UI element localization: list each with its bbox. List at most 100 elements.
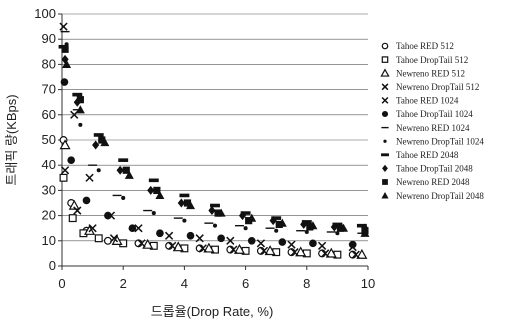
data-point bbox=[122, 166, 130, 174]
marker-stroke bbox=[73, 206, 82, 215]
legend-marker bbox=[381, 153, 389, 157]
data-point bbox=[94, 234, 103, 243]
marker-stroke bbox=[195, 234, 204, 243]
data-point bbox=[321, 249, 330, 258]
legend-label: Newreno DropTail 2048 bbox=[396, 191, 484, 201]
data-point bbox=[92, 140, 100, 150]
data-point bbox=[335, 231, 340, 236]
data-point bbox=[182, 218, 187, 223]
data-point bbox=[151, 211, 156, 216]
marker-stroke bbox=[381, 83, 389, 91]
data-point bbox=[229, 245, 238, 254]
data-point bbox=[290, 248, 299, 257]
x-tick-label: 2 bbox=[120, 276, 127, 291]
data-point bbox=[68, 214, 77, 223]
data-point bbox=[104, 211, 112, 220]
data-point bbox=[183, 199, 192, 207]
legend-marker bbox=[382, 164, 388, 172]
y-tick-label: 40 bbox=[42, 157, 56, 172]
y-tick-label: 10 bbox=[42, 233, 56, 248]
marker-stroke bbox=[259, 246, 269, 256]
data-point bbox=[73, 206, 82, 215]
marker-stroke bbox=[109, 234, 119, 243]
legend-marker bbox=[381, 110, 389, 118]
marker-stroke bbox=[229, 245, 238, 254]
data-point bbox=[61, 45, 69, 53]
marker-stroke bbox=[317, 241, 327, 250]
data-point bbox=[287, 240, 296, 249]
marker-stroke bbox=[137, 239, 146, 248]
y-tick-label: 50 bbox=[42, 132, 56, 147]
data-point bbox=[304, 229, 309, 235]
data-point bbox=[59, 139, 71, 150]
data-point bbox=[216, 208, 226, 217]
legend-label: Newreno RED 512 bbox=[396, 68, 465, 78]
data-point bbox=[109, 234, 119, 243]
y-tick-label: 90 bbox=[42, 31, 56, 46]
legend: Tahoe RED 512 Tahoe DropTail 512 Newreno R… bbox=[380, 41, 484, 201]
data-point bbox=[325, 247, 337, 258]
data-point bbox=[156, 229, 164, 238]
legend-item: Tahoe RED 1024 bbox=[381, 96, 459, 106]
data-point bbox=[147, 185, 155, 195]
data-point bbox=[153, 186, 161, 194]
data-point bbox=[100, 138, 110, 147]
data-point bbox=[186, 231, 195, 240]
legend-marker bbox=[381, 192, 389, 199]
data-point bbox=[360, 228, 370, 237]
series-newreno-red-1024 bbox=[60, 30, 367, 234]
legend-label: Newreno DropTail 512 bbox=[396, 82, 479, 92]
data-point bbox=[128, 224, 137, 233]
data-point bbox=[82, 196, 91, 205]
x-tick-label: 6 bbox=[242, 276, 249, 291]
data-point bbox=[277, 218, 287, 227]
marker-stroke bbox=[134, 224, 143, 233]
legend-item: Tahoe DropTail 2048 bbox=[382, 164, 473, 174]
legend-item: Tahoe DropTail 1024 bbox=[381, 109, 473, 119]
y-tick-label: 0 bbox=[49, 258, 56, 273]
legend-marker bbox=[381, 83, 389, 91]
marker-stroke bbox=[256, 239, 266, 248]
legend-item: Newreno DropTail 512 bbox=[381, 82, 479, 92]
legend-label: Tahoe DropTail 2048 bbox=[396, 164, 473, 174]
tick-labels: 0 10 20 30 40 50 60 70 80 90 100 0 2 4 6 8 10 bbox=[34, 6, 375, 291]
x-tick-label: 0 bbox=[58, 276, 65, 291]
data-point bbox=[330, 222, 338, 232]
data-point bbox=[60, 166, 70, 175]
data-point bbox=[62, 59, 72, 68]
data-point bbox=[295, 246, 307, 257]
legend-item: Newreno DropTail 1024 bbox=[383, 136, 484, 146]
data-point bbox=[96, 168, 101, 173]
data-point bbox=[356, 248, 368, 259]
marker-stroke bbox=[85, 173, 94, 182]
data-point bbox=[256, 239, 266, 248]
data-point bbox=[308, 221, 318, 230]
legend-label: Tahoe RED 1024 bbox=[396, 96, 459, 106]
data-point bbox=[164, 231, 174, 240]
data-point bbox=[300, 219, 308, 229]
series-tahoe-droptail-512 bbox=[59, 173, 342, 259]
y-axis-title: 트래픽 량(KBps) bbox=[4, 94, 19, 185]
data-point bbox=[98, 136, 106, 144]
data-point bbox=[72, 92, 83, 97]
data-point bbox=[186, 201, 196, 210]
legend-label: Newreno RED 1024 bbox=[396, 123, 470, 133]
data-point bbox=[168, 241, 177, 250]
legend-label: Tahoe DropTail 512 bbox=[396, 55, 468, 65]
x-tick-label: 4 bbox=[181, 276, 188, 291]
data-point bbox=[271, 216, 282, 220]
series-newreno-droptail-2048 bbox=[62, 59, 370, 237]
grid bbox=[62, 13, 368, 242]
data-point bbox=[212, 223, 218, 228]
marker-stroke bbox=[60, 166, 70, 175]
legend-marker bbox=[380, 68, 390, 77]
marker-stroke bbox=[226, 236, 235, 245]
data-point bbox=[351, 250, 360, 259]
legend-marker bbox=[381, 42, 389, 50]
data-point bbox=[179, 193, 190, 198]
series-newreno-droptail-1024 bbox=[64, 42, 367, 237]
marker-stroke bbox=[287, 240, 296, 249]
data-point bbox=[59, 173, 68, 182]
